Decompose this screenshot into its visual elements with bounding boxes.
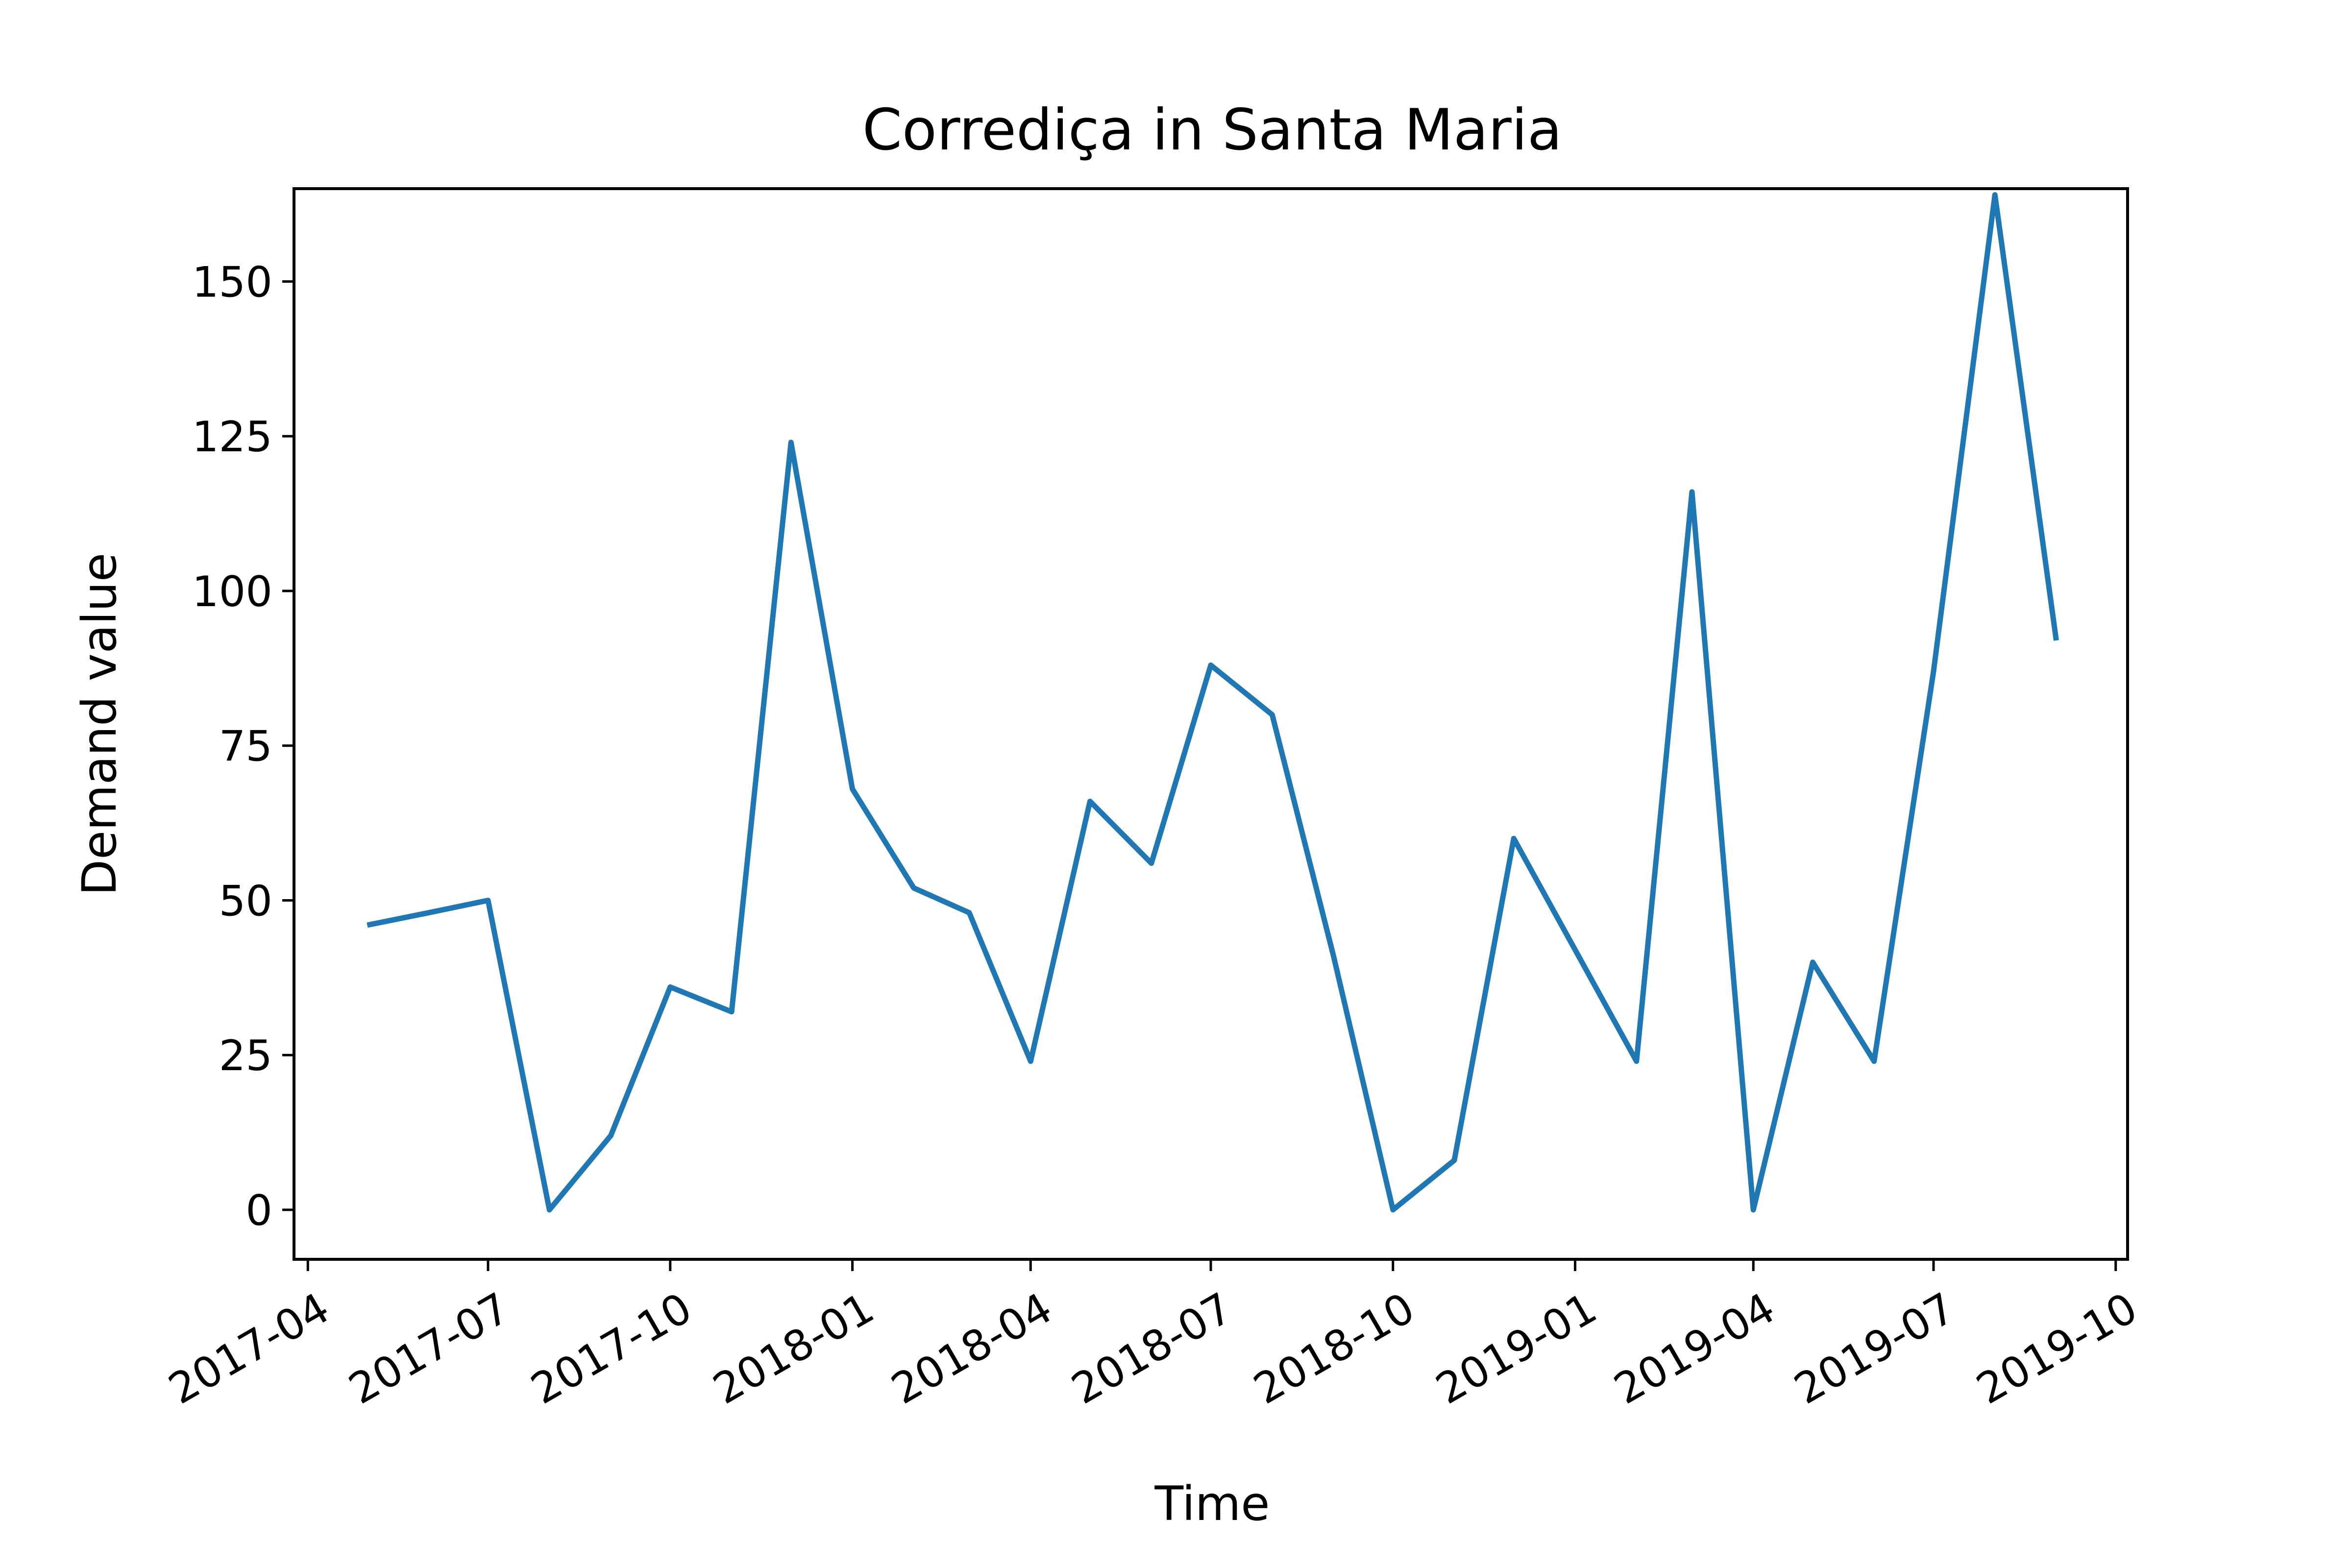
- x-axis: 2017-04 2017-07 2017-10 2018-01 2018-04 2018-…: [161, 1259, 2146, 1414]
- x-tick-label: 2018-07: [1064, 1283, 1241, 1414]
- y-tick-label: 125: [192, 413, 272, 462]
- x-tick-label: 2019-10: [1968, 1283, 2145, 1414]
- y-axis: 0 25 50 75 100 125 150: [192, 258, 294, 1235]
- plot-frame: [293, 187, 2129, 1261]
- y-axis-label: Demand value: [72, 553, 127, 896]
- x-tick-label: 2019-01: [1428, 1283, 1605, 1414]
- x-axis-label: Time: [1154, 1476, 1270, 1531]
- x-tick-label: 2018-04: [883, 1283, 1060, 1414]
- chart-title: Corrediça in Santa Maria: [862, 97, 1562, 163]
- x-tick-label: 2018-10: [1246, 1283, 1422, 1414]
- x-tick-label: 2017-10: [523, 1283, 700, 1414]
- y-tick-label: 100: [192, 567, 272, 616]
- y-tick-label: 50: [219, 877, 272, 926]
- x-tick-label: 2017-07: [341, 1283, 518, 1414]
- y-tick-label: 75: [219, 722, 272, 771]
- plot-area: [367, 192, 2059, 1213]
- x-tick-label: 2017-04: [161, 1283, 338, 1414]
- y-tick-label: 0: [245, 1186, 272, 1235]
- x-tick-label: 2019-07: [1787, 1283, 1963, 1414]
- series-line: [367, 192, 2059, 1213]
- y-tick-label: 25: [219, 1031, 272, 1080]
- x-tick-label: 2018-01: [705, 1283, 882, 1414]
- y-tick-label: 150: [192, 258, 272, 307]
- x-tick-label: 2019-04: [1606, 1283, 1783, 1414]
